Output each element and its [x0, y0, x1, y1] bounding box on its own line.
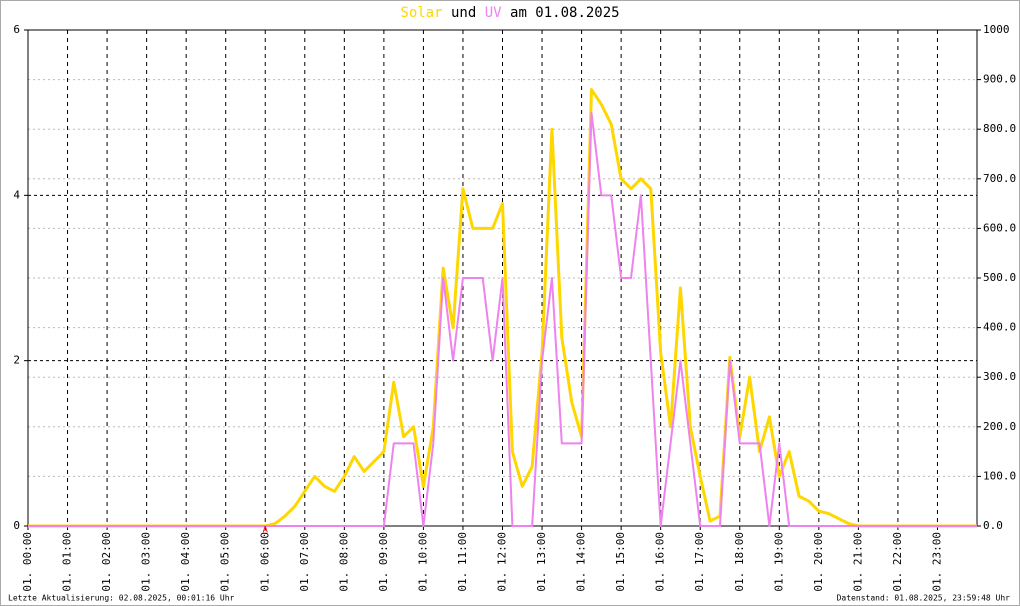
x-tick-label: 01. 07:00: [298, 532, 311, 592]
x-tick-label: 01. 14:00: [575, 532, 588, 592]
x-tick-label: 01. 10:00: [416, 532, 429, 592]
x-tick-label: 01. 03:00: [140, 532, 153, 592]
x-tick-label: 01. 16:00: [654, 532, 667, 592]
series-line: [28, 88, 977, 528]
y2-tick-label: 900.0: [983, 73, 1016, 86]
x-tick-label: 01. 00:00: [21, 532, 34, 592]
x-tick-label: 01. 11:00: [456, 532, 469, 592]
x-tick-label: 01. 23:00: [930, 532, 943, 592]
y2-tick-label: 200.0: [983, 420, 1016, 433]
title-end: am 01.08.2025: [510, 5, 620, 21]
x-tick-label: 01. 04:00: [179, 532, 192, 592]
y2-tick-label: 100.0: [983, 469, 1016, 482]
y2-tick-label: 700.0: [983, 172, 1016, 185]
series-line: [28, 111, 977, 527]
x-tick-label: 01. 22:00: [891, 532, 904, 592]
footer-right: Datenstand: 01.08.2025, 23:59:48 Uhr: [837, 594, 1011, 603]
y2-tick-label: 300.0: [983, 370, 1016, 383]
y2-tick-label: 400.0: [983, 321, 1016, 334]
chart-title: Solar und UV am 01.08.2025: [400, 5, 619, 21]
y-tick-label: 0: [13, 519, 20, 532]
x-tick-label: 01. 18:00: [733, 532, 746, 592]
x-tick-label: 01. 08:00: [337, 532, 350, 592]
x-tick-label: 01. 13:00: [535, 532, 548, 592]
x-tick-label: 01. 06:00: [258, 532, 271, 592]
y2-tick-label: 1000: [983, 23, 1010, 36]
x-tick-label: 01. 21:00: [851, 532, 864, 592]
x-tick-label: 01. 12:00: [496, 532, 509, 592]
marker-label: A: [263, 526, 269, 536]
footer-left: Letzte Aktualisierung: 02.08.2025, 00:01…: [8, 594, 235, 603]
y2-tick-label: 0.0: [983, 519, 1003, 532]
y2-tick-label: 500.0: [983, 271, 1016, 284]
x-tick-label: 01. 09:00: [377, 532, 390, 592]
y-tick-label: 2: [13, 354, 20, 367]
title-uv: UV: [485, 5, 502, 21]
title-mid: und: [451, 5, 476, 21]
x-tick-label: 01. 17:00: [693, 532, 706, 592]
x-tick-label: 01. 01:00: [61, 532, 74, 592]
title-solar: Solar: [400, 5, 442, 21]
x-tick-label: 01. 19:00: [772, 532, 785, 592]
x-tick-label: 01. 15:00: [614, 532, 627, 592]
y-tick-label: 6: [13, 23, 20, 36]
y-tick-label: 4: [13, 188, 20, 201]
y2-tick-label: 600.0: [983, 221, 1016, 234]
x-tick-label: 01. 05:00: [219, 532, 232, 592]
x-tick-label: 01. 20:00: [812, 532, 825, 592]
x-tick-label: 01. 02:00: [100, 532, 113, 592]
y2-tick-label: 800.0: [983, 122, 1016, 135]
